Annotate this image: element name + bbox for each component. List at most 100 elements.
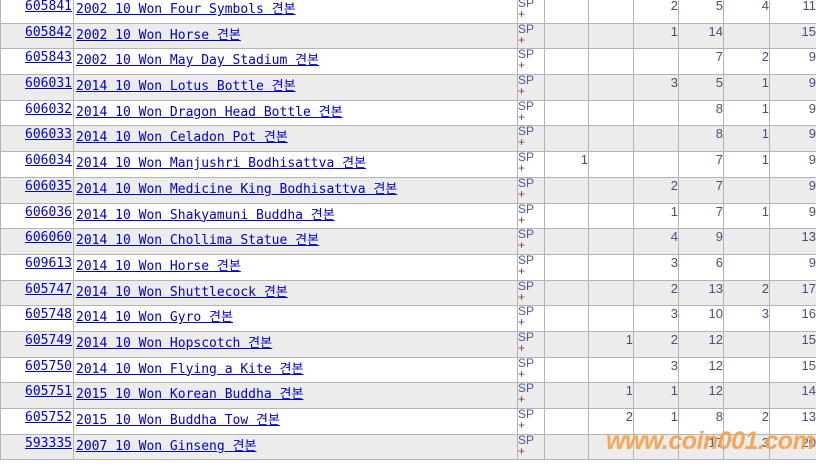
coin-id-link[interactable]: 605750 [25, 358, 72, 374]
cell-count-3 [633, 433, 679, 461]
cell-count-3: 2 [633, 279, 679, 307]
coin-name-link[interactable]: 2014 10 Won Horse 견본 [76, 258, 241, 274]
coin-name-link[interactable]: 2015 10 Won Buddha Tow 견본 [76, 413, 280, 428]
cell-grade: SP + [517, 228, 545, 255]
grade-label: SP [518, 434, 535, 447]
coin-name-link[interactable]: 2014 10 Won Flying a Kite 견본 [76, 361, 304, 377]
cell-count-1 [544, 22, 589, 50]
grade-label: SP [518, 203, 535, 216]
coin-id-link[interactable]: 606034 [25, 153, 72, 169]
cell-grade: SP + [517, 382, 545, 409]
coin-id-link[interactable]: 593335 [25, 435, 72, 451]
cell-count-5: 1 [723, 99, 770, 127]
cell-total: 9 [769, 151, 816, 178]
grade-label: SP [518, 331, 535, 344]
cell-count-4: 12 [678, 382, 724, 409]
cell-count-3: 3 [633, 253, 679, 281]
coin-name-link[interactable]: 2014 10 Won Shakyamuni Buddha 견본 [76, 207, 335, 223]
cell-count-3: 3 [633, 305, 679, 332]
cell-name: 2014 10 Won Gyro 견본 [73, 305, 518, 332]
coin-id-link[interactable]: 606031 [25, 76, 72, 92]
table-row: 606033 2014 10 Won Celadon Pot 견본 SP +8 1 9 [0, 125, 816, 153]
grade-suffix: + [518, 84, 526, 99]
coin-id-link[interactable]: 609613 [25, 255, 72, 271]
coin-id-link[interactable]: 606032 [25, 101, 72, 117]
coin-name-link[interactable]: 2014 10 Won Shuttlecock 견본 [76, 284, 288, 300]
cell-count-1 [544, 176, 589, 204]
coin-name-link[interactable]: 2015 10 Won Korean Buddha 견본 [76, 387, 304, 403]
coin-name-link[interactable]: 2002 10 Won Four Symbols 견본 [76, 2, 296, 17]
cell-name: 2015 10 Won Korean Buddha 견본 [73, 382, 518, 409]
cell-total: 9 [769, 253, 816, 281]
cell-name: 2014 10 Won Shuttlecock 견본 [73, 279, 518, 307]
grade-label: SP [518, 382, 535, 396]
cell-count-3 [633, 151, 679, 178]
cell-total: 13 [769, 408, 816, 435]
cell-count-4: 7 [678, 176, 724, 204]
coin-id-link[interactable]: 605749 [25, 332, 72, 348]
cell-count-1 [544, 433, 589, 461]
table-row: 605842 2002 10 Won Horse 견본 SP +1 14 15 [0, 22, 816, 50]
grade-label: SP [518, 100, 535, 113]
coin-id-link[interactable]: 605843 [25, 50, 72, 66]
coin-id-link[interactable]: 606033 [25, 127, 72, 143]
cell-grade: SP + [517, 0, 545, 24]
coin-name-link[interactable]: 2002 10 Won May Day Stadium 견본 [76, 53, 320, 69]
grade-label: SP [518, 280, 535, 293]
table-row: 605747 2014 10 Won Shuttlecock 견본 SP +2 13 2 1… [0, 279, 816, 307]
cell-count-2 [588, 22, 634, 50]
grade-suffix: + [518, 32, 526, 47]
cell-count-5: 4 [723, 0, 770, 24]
coin-name-link[interactable]: 2002 10 Won Horse 견본 [76, 27, 241, 43]
cell-count-1 [544, 356, 589, 384]
cell-total: 13 [769, 228, 816, 255]
cell-count-3: 2 [633, 330, 679, 358]
cell-id: 605749 [0, 330, 74, 358]
coin-name-link[interactable]: 2014 10 Won Celadon Pot 견본 [76, 130, 288, 146]
cell-id: 606033 [0, 125, 74, 153]
coin-name-link[interactable]: 2014 10 Won Lotus Bottle 견본 [76, 79, 296, 95]
grade-suffix: + [518, 212, 526, 227]
coin-id-link[interactable]: 606036 [25, 204, 72, 220]
coin-name-link[interactable]: 2007 10 Won Ginseng 견본 [76, 438, 257, 454]
coin-id-link[interactable]: 605751 [25, 384, 72, 400]
cell-id: 605750 [0, 356, 74, 384]
grade-label: SP [518, 23, 535, 36]
table-row: 605843 2002 10 Won May Day Stadium 견본 SP +7… [0, 48, 816, 76]
cell-name: 2014 10 Won Hopscotch 견본 [73, 330, 518, 358]
cell-grade: SP + [517, 22, 545, 50]
cell-count-3: 4 [633, 228, 679, 255]
grade-suffix: + [518, 263, 526, 278]
cell-count-4: 12 [678, 356, 724, 384]
coin-name-link[interactable]: 2014 10 Won Medicine King Bodhisattva 견본 [76, 181, 398, 197]
cell-count-3 [633, 99, 679, 127]
coin-id-link[interactable]: 605752 [25, 410, 72, 425]
table-row: 606035 2014 10 Won Medicine King Bodhisat… [0, 176, 816, 204]
cell-count-3: 2 [633, 176, 679, 204]
coin-name-link[interactable]: 2014 10 Won Chollima Statue 견본 [76, 233, 320, 249]
cell-name: 2014 10 Won Chollima Statue 견본 [73, 228, 518, 255]
cell-count-2: 1 [588, 330, 634, 358]
cell-count-4: 8 [678, 99, 724, 127]
cell-total: 9 [769, 125, 816, 153]
cell-total: 15 [769, 356, 816, 384]
grade-suffix: + [518, 238, 526, 253]
coin-id-link[interactable]: 606035 [25, 178, 72, 194]
cell-total: 16 [769, 305, 816, 332]
cell-count-5 [723, 228, 770, 255]
coin-id-link[interactable]: 605748 [25, 307, 72, 323]
coin-id-link[interactable]: 605747 [25, 281, 72, 297]
cell-total: 9 [769, 99, 816, 127]
cell-id: 606035 [0, 176, 74, 204]
cell-count-4: 8 [678, 408, 724, 435]
coin-name-link[interactable]: 2014 10 Won Dragon Head Bottle 견본 [76, 104, 343, 120]
coin-id-link[interactable]: 605842 [25, 24, 72, 40]
coin-name-link[interactable]: 2014 10 Won Hopscotch 견본 [76, 335, 273, 351]
coin-name-link[interactable]: 2014 10 Won Manjushri Bodhisattva 견본 [76, 156, 367, 172]
coin-id-link[interactable]: 606060 [25, 230, 72, 246]
coin-id-link[interactable]: 605841 [25, 0, 72, 14]
coin-name-link[interactable]: 2014 10 Won Gyro 견본 [76, 310, 233, 326]
grade-suffix: + [518, 366, 526, 381]
